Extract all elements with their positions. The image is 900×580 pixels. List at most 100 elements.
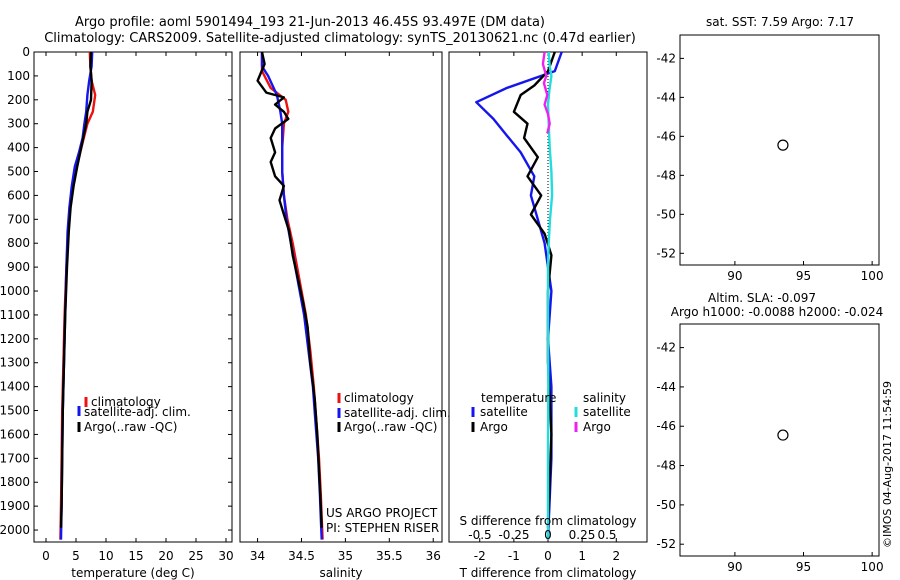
salinity-xlabel: salinity [319,566,362,580]
s-tick-label: 0.5 [597,528,616,542]
x-tick-label: 34 [250,549,265,563]
s-tick-label: -0.25 [498,528,529,542]
x-tick-label: 35.5 [376,549,403,563]
difference-top-label: S difference from climatology [460,514,637,528]
x-tick-label: 0 [42,549,50,563]
x-tick-label: -2 [474,549,486,563]
depth-tick-label: 300 [7,117,30,131]
map-y-tick-label: -44 [656,380,676,394]
sla-map-title-line1: Altim. SLA: -0.097 [708,291,816,305]
difference-legend: temperature salinity satellite Argo sate… [471,391,631,434]
legend-label-s-argo: Argo [583,420,611,434]
x-tick-label: 1 [578,549,586,563]
depth-tick-label: 1000 [0,284,30,298]
s-tick-label: 0 [544,528,552,542]
depth-tick-label: 2000 [0,523,30,537]
sst-map-frame [679,34,880,266]
temperature-axes-frame [33,51,233,543]
s-diff-tick-labels: -0.5 -0.25 0 0.25 0.5 [468,528,616,542]
salinity-panel: 34 34.5 35 35.5 36 salinity climatology sate… [239,51,451,580]
salinity-legend: climatology satellite-adj. clim. Argo(..… [337,391,451,434]
depth-tick-label: 1800 [0,475,30,489]
map-y-tick-label: -42 [656,341,676,355]
map-y-tick-label: -44 [656,90,676,104]
x-tick-label: 5 [72,549,80,563]
depth-tick-label: 800 [7,236,30,250]
legend-label-satellite: satellite-adj. clim. [84,405,191,419]
depth-tick-label: 1100 [0,308,30,322]
sla-map-frame [679,323,880,557]
map-x-tick-label: 95 [796,560,811,574]
x-tick-label: 15 [128,549,143,563]
x-tick-label: 2 [612,549,620,563]
depth-tick-label: 1700 [0,451,30,465]
depth-tick-label: 1600 [0,427,30,441]
map-y-tick-label: -48 [656,168,676,182]
project-line2: PI: STEPHEN RISER [326,521,439,535]
map-y-tick-label: -46 [656,129,676,143]
legend-label-argo: Argo(..raw -QC) [84,420,177,434]
header-line2: Climatology: CARS2009. Satellite-adjuste… [44,31,636,46]
legend-label-t-satellite: satellite [480,405,528,419]
sst-axes: 90 95 100 -42 -44 -46 -48 -50 -52 [656,34,884,283]
sla-axes: 90 95 100 -42 -44 -46 -48 -50 -52 [656,323,884,574]
sla-map-panel: Altim. SLA: -0.097 Argo h1000: -0.0088 h… [656,291,883,574]
sst-map-title: sat. SST: 7.59 Argo: 7.17 [706,15,854,29]
x-tick-label: 35 [338,549,353,563]
legend-title-salinity: salinity [583,391,626,405]
depth-tick-label: 100 [7,69,30,83]
map-y-tick-label: -52 [656,537,676,551]
imos-stamp: ©IMOS 04-Aug-2017 11:54:59 [881,381,894,548]
legend-label-satellite: satellite-adj. clim. [344,406,451,420]
map-x-tick-label: 100 [861,269,884,283]
temperature-panel: 0100200300400500600700800900100011001200… [0,45,647,580]
x-tick-label: 25 [188,549,203,563]
difference-lines [475,52,563,540]
legend-label-t-argo: Argo [480,420,508,434]
map-y-tick-label: -50 [656,207,676,221]
header-line1: Argo profile: aoml 5901494_193 21-Jun-20… [75,15,545,30]
salinity-x-axis: 34 34.5 35 35.5 36 [250,52,441,563]
depth-tick-label: 200 [7,93,30,107]
legend-label-climatology: climatology [91,395,161,409]
x-tick-label: 30 [218,549,233,563]
argo-location-marker [777,139,789,151]
temperature-lines [59,52,97,540]
depth-tick-label: 1900 [0,499,30,513]
map-y-tick-label: -48 [656,459,676,473]
legend-label-climatology: climatology [344,391,414,405]
depth-tick-label: 0 [22,45,30,59]
salinity-lines [256,52,324,540]
x-tick-label: 36 [426,549,441,563]
x-tick-label: -1 [508,549,520,563]
map-x-tick-label: 90 [727,269,742,283]
map-x-tick-label: 90 [727,560,742,574]
map-y-tick-label: -52 [656,246,676,260]
legend-label-s-satellite: satellite [583,405,631,419]
series-line [59,52,93,528]
x-tick-label: 34.5 [288,549,315,563]
temperature-legend: climatology satellite-adj. clim. Argo(..… [77,395,191,434]
map-y-tick-label: -46 [656,419,676,433]
depth-tick-label: 1200 [0,332,30,346]
map-y-tick-label: -50 [656,498,676,512]
sla-map-title-line2: Argo h1000: -0.0088 h2000: -0.024 [671,305,884,319]
map-border [679,34,880,266]
temperature-xlabel: temperature (deg C) [71,566,194,580]
depth-tick-label: 1400 [0,380,30,394]
legend-label-argo: Argo(..raw -QC) [344,420,437,434]
map-y-tick-label: -42 [656,51,676,65]
depth-tick-label: 900 [7,260,30,274]
depth-tick-label: 700 [7,212,30,226]
x-tick-label: 0 [544,549,552,563]
s-tick-label: 0.25 [569,528,596,542]
map-x-tick-label: 95 [796,269,811,283]
legend-title-temperature: temperature [481,391,556,405]
depth-tick-label: 1300 [0,356,30,370]
depth-tick-label: 400 [7,141,30,155]
map-border [679,323,880,557]
series-line [541,52,551,134]
depth-tick-label: 500 [7,165,30,179]
series-line [256,52,323,528]
